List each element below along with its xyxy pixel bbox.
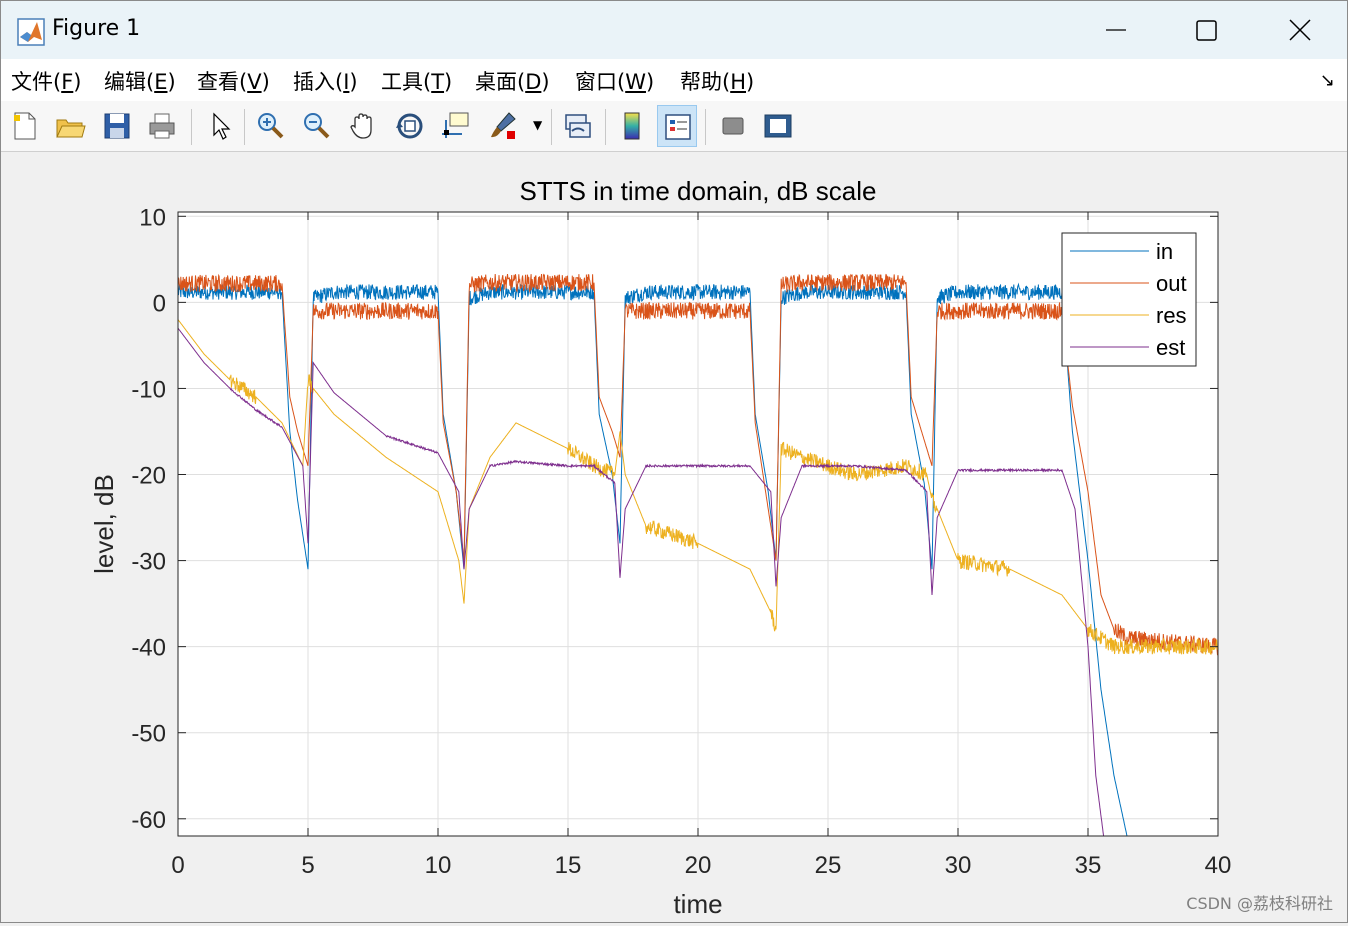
y-tick-label: 10 xyxy=(139,204,166,231)
x-tick-label: 25 xyxy=(815,852,842,879)
toolbar-separator xyxy=(605,109,606,145)
rotate-3d-button[interactable] xyxy=(390,105,430,147)
open-file-icon xyxy=(56,119,86,138)
y-tick-label: -50 xyxy=(131,721,166,748)
close-button[interactable] xyxy=(1277,9,1323,51)
y-tick-label: -60 xyxy=(131,807,166,834)
x-tick-label: 0 xyxy=(171,852,184,879)
toolbar-separator xyxy=(244,109,245,145)
close-icon xyxy=(1289,19,1311,41)
save-button[interactable] xyxy=(97,105,137,147)
x-tick-label: 5 xyxy=(301,852,314,879)
series-line-est xyxy=(177,327,1105,837)
axis-ticks: 0 5 10 15 20 25 30 35 40 10 0 -10 -20 -30 -40 -50 -60 xyxy=(131,204,1231,879)
menu-window[interactable]: 窗口(W) xyxy=(575,70,655,94)
minimize-button[interactable] xyxy=(1093,9,1139,51)
pan-hand-icon xyxy=(350,113,372,139)
hide-plot-tools-button[interactable] xyxy=(713,105,753,147)
toolbar-separator xyxy=(191,109,192,145)
print-button[interactable] xyxy=(142,105,182,147)
y-tick-label: -20 xyxy=(131,463,166,490)
print-icon xyxy=(149,113,175,139)
legend-icon xyxy=(665,114,691,140)
legend-box xyxy=(1061,232,1197,367)
menu-view[interactable]: 查看(V) xyxy=(197,70,270,94)
rotate-3d-icon xyxy=(396,113,423,139)
open-file-button[interactable] xyxy=(50,105,90,147)
legend-label-res: res xyxy=(1156,303,1187,328)
y-tick-label: -40 xyxy=(131,635,166,662)
y-tick-label: 0 xyxy=(153,290,166,317)
legend-items: in out res est xyxy=(1070,239,1187,360)
figure-toolbar: ▼ xyxy=(1,101,1347,152)
show-plot-tools-icon xyxy=(764,114,792,138)
chart-title: STTS in time domain, dB scale xyxy=(520,176,877,206)
y-axis-label: level, dB xyxy=(89,474,119,574)
figure-canvas: 0 5 10 15 20 25 30 35 40 10 0 -10 -20 -30 -40 -50 -60 ST… xyxy=(1,152,1347,922)
series-line-in xyxy=(177,282,1128,837)
menu-insert[interactable]: 插入(I) xyxy=(293,70,358,94)
data-cursor-icon xyxy=(442,112,469,138)
pointer-icon xyxy=(213,112,231,140)
brush-icon xyxy=(491,112,516,139)
pan-button[interactable] xyxy=(343,105,383,147)
brush-dropdown-icon[interactable]: ▼ xyxy=(533,118,543,132)
legend-label-in: in xyxy=(1156,239,1173,264)
maximize-icon xyxy=(1196,20,1217,41)
y-tick-label: -30 xyxy=(131,549,166,576)
x-tick-label: 40 xyxy=(1205,852,1232,879)
menu-desktop[interactable]: 桌面(D) xyxy=(475,70,550,94)
line-chart: 0 5 10 15 20 25 30 35 40 10 0 -10 -20 -30 -40 -50 -60 ST… xyxy=(89,176,1231,919)
toolbar-separator xyxy=(705,109,706,145)
x-tick-label: 15 xyxy=(555,852,582,879)
brush-button[interactable] xyxy=(483,105,523,147)
x-tick-label: 35 xyxy=(1075,852,1102,879)
title-bar: Figure 1 xyxy=(1,1,1347,59)
pointer-button[interactable] xyxy=(199,105,239,147)
hide-plot-tools-icon xyxy=(722,117,744,135)
menu-edit[interactable]: 编辑(E) xyxy=(104,70,176,94)
matlab-logo-icon xyxy=(17,18,45,46)
menu-bar: 文件(F) 编辑(E) 查看(V) 插入(I) 工具(T) 桌面(D) 窗口(W… xyxy=(1,59,1347,101)
x-tick-label: 20 xyxy=(685,852,712,879)
minimize-icon xyxy=(1106,29,1126,31)
zoom-in-button[interactable] xyxy=(250,105,290,147)
menu-tools[interactable]: 工具(T) xyxy=(381,70,453,94)
maximize-button[interactable] xyxy=(1184,9,1230,51)
toolbar-separator xyxy=(551,109,552,145)
colorbar-icon xyxy=(624,112,640,140)
x-axis-label: time xyxy=(673,889,722,919)
legend: in out res est xyxy=(1061,232,1197,367)
legend-label-est: est xyxy=(1156,335,1185,360)
new-figure-icon xyxy=(14,112,36,140)
colorbar-button[interactable] xyxy=(612,105,652,147)
data-cursor-button[interactable] xyxy=(436,105,476,147)
save-icon xyxy=(104,113,130,139)
legend-button[interactable] xyxy=(657,105,697,147)
dock-arrow-icon[interactable]: ↘ xyxy=(1319,70,1335,91)
window-title: Figure 1 xyxy=(52,16,141,41)
zoom-out-button[interactable] xyxy=(296,105,336,147)
show-plot-tools-button[interactable] xyxy=(758,105,798,147)
zoom-in-icon xyxy=(258,113,284,139)
zoom-out-icon xyxy=(304,113,330,139)
legend-label-out: out xyxy=(1156,271,1187,296)
new-figure-button[interactable] xyxy=(5,105,45,147)
link-plot-button[interactable] xyxy=(558,105,598,147)
menu-help[interactable]: 帮助(H) xyxy=(680,70,755,94)
watermark: CSDN @荔枝科研社 xyxy=(1186,894,1333,913)
link-plot-icon xyxy=(565,114,591,138)
series-line-out xyxy=(177,273,1219,656)
menu-file[interactable]: 文件(F) xyxy=(11,70,82,94)
series-line-res xyxy=(177,319,1219,656)
series-lines xyxy=(177,273,1219,837)
x-tick-label: 30 xyxy=(945,852,972,879)
x-tick-label: 10 xyxy=(425,852,452,879)
y-tick-label: -10 xyxy=(131,376,166,403)
